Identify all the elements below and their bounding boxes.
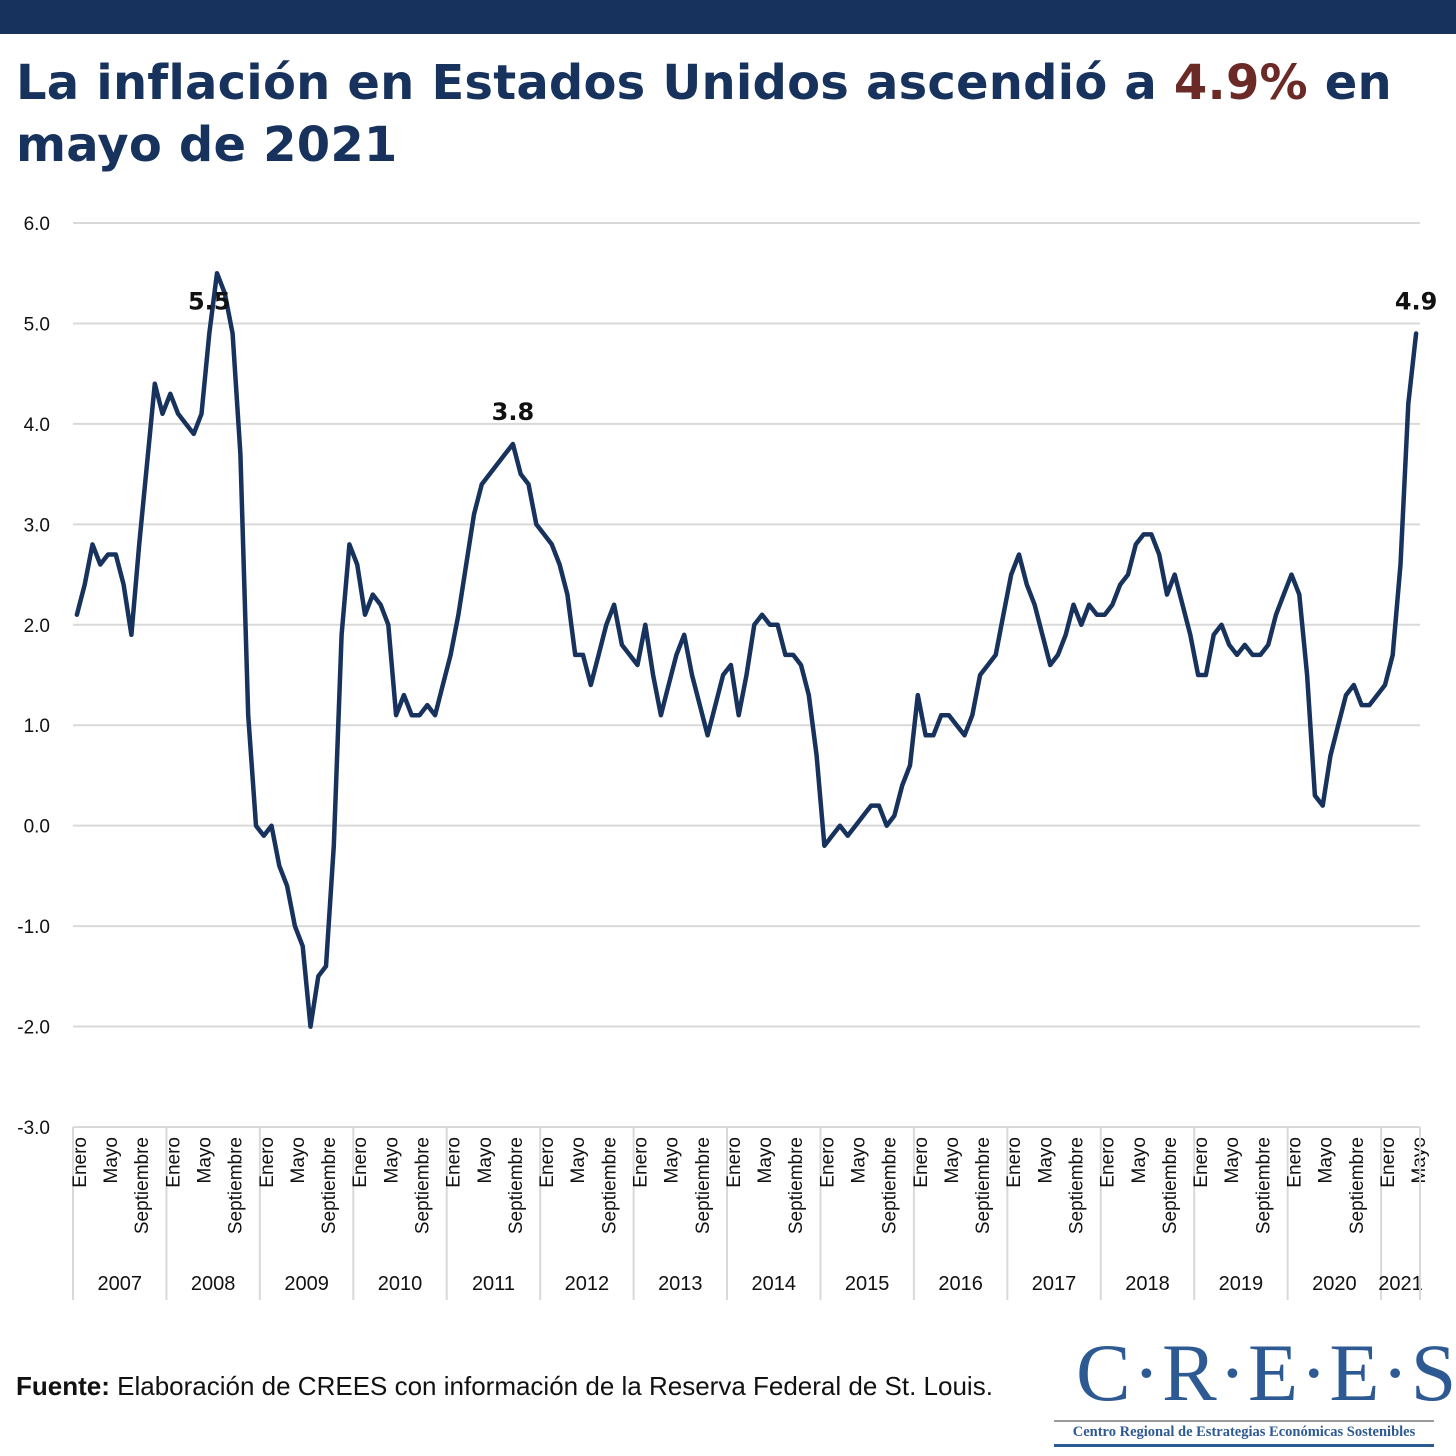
x-month-label: Septiembre xyxy=(132,1137,153,1234)
x-month-label: Mayo xyxy=(381,1137,402,1183)
x-month-label: Mayo xyxy=(568,1137,589,1183)
y-tick-label: -3.0 xyxy=(17,1118,50,1139)
x-month-label: Mayo xyxy=(1222,1137,1243,1183)
x-month-label: Septiembre xyxy=(693,1137,714,1234)
source-label: Fuente: xyxy=(16,1371,110,1401)
gridlines xyxy=(73,222,1420,1128)
y-tick-label: 6.0 xyxy=(24,214,50,235)
x-month-label: Mayo xyxy=(1035,1137,1056,1183)
peak-label: 4.9 xyxy=(1395,287,1438,315)
y-tick-label: 2.0 xyxy=(24,616,50,637)
logo-subtitle: Centro Regional de Estrategias Económica… xyxy=(1072,1424,1416,1440)
x-month-label: Enero xyxy=(70,1137,91,1188)
logo-wordmark: C·R·E·E·S xyxy=(1076,1327,1456,1418)
x-month-label: Enero xyxy=(163,1137,184,1188)
x-year-label: 2009 xyxy=(284,1273,329,1295)
x-year-label: 2021 xyxy=(1378,1273,1423,1295)
x-year-label: 2015 xyxy=(845,1273,890,1295)
x-month-label: Enero xyxy=(444,1137,465,1188)
x-month-label: Enero xyxy=(1098,1137,1119,1188)
y-tick-label: -2.0 xyxy=(17,1018,50,1039)
x-month-label: Mayo xyxy=(1129,1137,1150,1183)
x-month-label: Septiembre xyxy=(1067,1137,1088,1234)
x-month-label: Enero xyxy=(911,1137,932,1188)
source-text: Elaboración de CREES con información de … xyxy=(109,1371,993,1401)
x-month-label: Septiembre xyxy=(226,1137,247,1234)
y-tick-label: 3.0 xyxy=(24,515,50,536)
x-month-label: Septiembre xyxy=(1160,1137,1181,1234)
x-month-label: Septiembre xyxy=(1347,1137,1368,1234)
x-year-label: 2020 xyxy=(1312,1273,1357,1295)
x-month-label: Septiembre xyxy=(973,1137,994,1234)
x-year-label: 2012 xyxy=(565,1273,610,1295)
x-year-label: 2019 xyxy=(1219,1273,1264,1295)
x-month-label: Septiembre xyxy=(880,1137,901,1234)
inflation-series-line xyxy=(74,270,1419,1029)
x-year-label: 2011 xyxy=(472,1273,515,1295)
y-axis-ticks: 6.0 5.0 4.0 3.0 2.0 1.0 0.0 -1.0 -2.0 -3.0 xyxy=(17,214,50,1139)
x-month-label: Enero xyxy=(1378,1137,1399,1188)
y-tick-label: 4.0 xyxy=(24,415,50,436)
x-year-label: 2014 xyxy=(752,1273,797,1295)
x-month-label: Enero xyxy=(1285,1137,1306,1188)
x-month-label: Mayo xyxy=(288,1137,309,1183)
title-text-2: en mayo de 2021 xyxy=(16,55,1392,173)
source-note: Fuente: Elaboración de CREES con informa… xyxy=(16,1370,1012,1402)
top-banner xyxy=(0,0,1456,34)
page-title: La inflación en Estados Unidos ascendió … xyxy=(16,52,1446,176)
x-month-label: Enero xyxy=(630,1137,651,1188)
x-month-label: Enero xyxy=(1004,1137,1025,1188)
y-tick-label: 5.0 xyxy=(24,314,50,335)
x-month-label: Enero xyxy=(257,1137,278,1188)
x-year-label: 2007 xyxy=(97,1273,142,1295)
x-year-label: 2008 xyxy=(191,1273,236,1295)
x-month-label: Enero xyxy=(724,1137,745,1188)
peak-label: 5.5 xyxy=(188,287,231,315)
x-month-label: Mayo xyxy=(194,1137,215,1183)
x-month-label: Septiembre xyxy=(1253,1137,1274,1234)
peak-annotations: 5.5 3.8 4.9 xyxy=(188,287,1437,425)
y-tick-label: 0.0 xyxy=(24,817,50,838)
x-month-label: Mayo xyxy=(101,1137,122,1183)
x-month-label: Mayo xyxy=(662,1137,683,1183)
x-year-label: 2017 xyxy=(1032,1273,1077,1295)
x-year-label: 2016 xyxy=(938,1273,983,1295)
x-month-label: Enero xyxy=(350,1137,371,1188)
x-axis: Enero Mayo Septiembre 2007 Enero Mayo Septiemb… xyxy=(70,1126,1430,1300)
x-month-label: Enero xyxy=(1191,1137,1212,1188)
x-month-label: Mayo xyxy=(942,1137,963,1183)
x-month-label: Septiembre xyxy=(506,1137,527,1234)
title-text-1: La inflación en Estados Unidos ascendió … xyxy=(16,55,1174,111)
x-month-label: Mayo xyxy=(755,1137,776,1183)
peak-label: 3.8 xyxy=(492,398,535,426)
x-month-label: Septiembre xyxy=(599,1137,620,1234)
y-tick-label: 1.0 xyxy=(24,716,50,737)
x-month-label: Septiembre xyxy=(786,1137,807,1234)
x-month-label: Enero xyxy=(817,1137,838,1188)
x-month-label: Mayo xyxy=(475,1137,496,1183)
x-month-label: Mayo xyxy=(849,1137,870,1183)
x-year-label: 2018 xyxy=(1125,1273,1170,1295)
logo-divider-bottom xyxy=(1054,1444,1434,1447)
logo-divider-top xyxy=(1054,1420,1434,1422)
title-highlight-value: 4.9% xyxy=(1173,55,1308,111)
inflation-line-chart: 6.0 5.0 4.0 3.0 2.0 1.0 0.0 -1.0 -2.0 -3.0 Enero M… xyxy=(17,214,1437,1300)
y-tick-label: -1.0 xyxy=(17,917,50,938)
x-month-label: Septiembre xyxy=(319,1137,340,1234)
x-year-label: 2010 xyxy=(378,1273,423,1295)
x-year-label: 2013 xyxy=(658,1273,703,1295)
x-month-label: Septiembre xyxy=(412,1137,433,1234)
crees-logo: C·R·E·E·S Centro Regional de Estrategias… xyxy=(1050,1327,1456,1450)
x-month-label: Enero xyxy=(537,1137,558,1188)
x-month-label: Mayo xyxy=(1316,1137,1337,1183)
